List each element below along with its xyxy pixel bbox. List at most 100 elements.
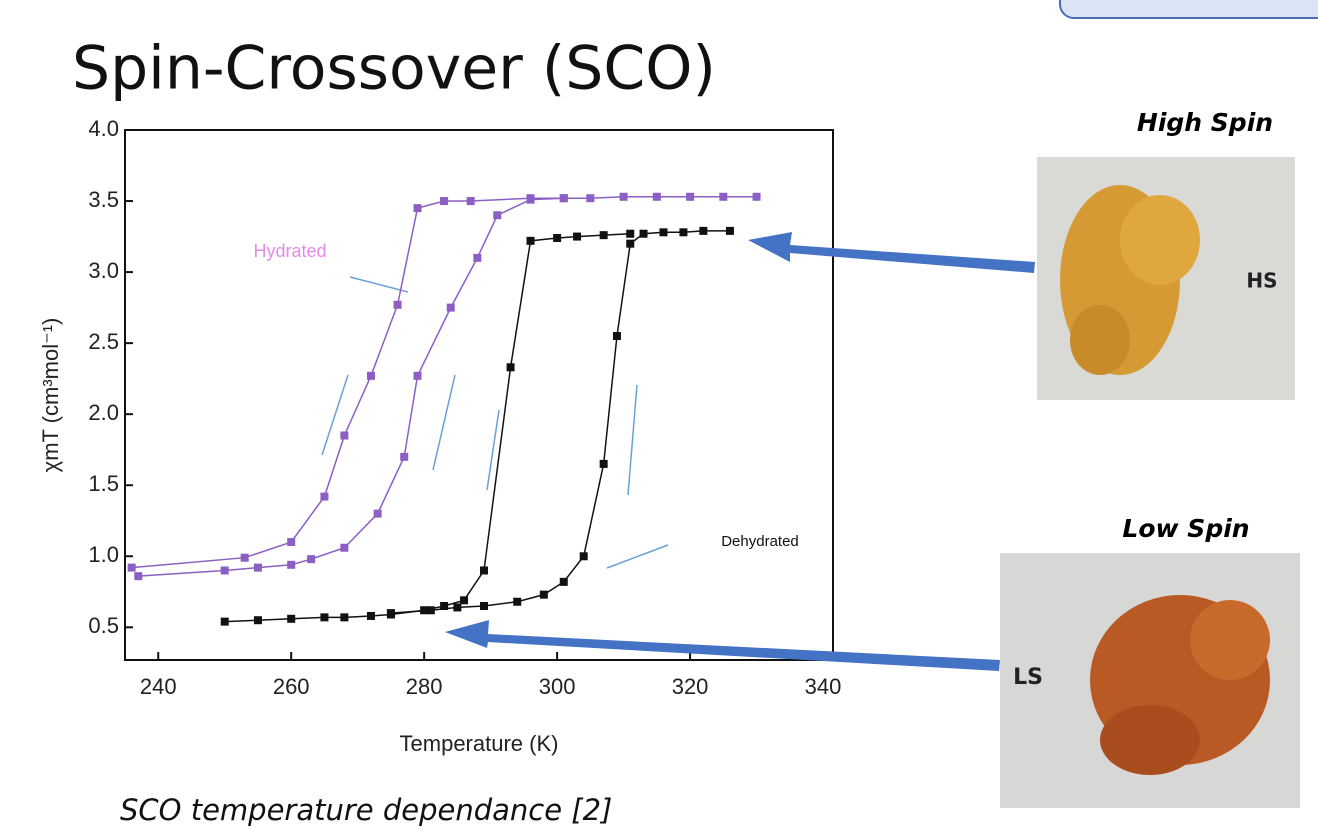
slide-title: Spin-Crossover (SCO) [72, 34, 716, 104]
data-point [539, 590, 548, 599]
hint-arrow [349, 276, 409, 293]
photo-label: HS [1246, 269, 1277, 293]
data-point [440, 602, 449, 611]
data-point [626, 229, 635, 238]
data-point [127, 563, 136, 572]
data-point [426, 606, 435, 615]
data-point [599, 459, 608, 468]
data-point [366, 611, 375, 620]
x-tick-label: 280 [406, 674, 443, 699]
y-tick-label: 2.0 [88, 400, 119, 425]
data-point [440, 197, 449, 206]
data-point [553, 233, 562, 242]
data-point [340, 431, 349, 440]
data-point [719, 192, 728, 201]
data-point [340, 613, 349, 622]
data-point [493, 211, 502, 220]
hint-arrow [321, 374, 349, 456]
data-point [220, 617, 229, 626]
x-tick-label: 320 [672, 674, 709, 699]
data-point [287, 538, 296, 547]
y-tick-label: 1.0 [88, 542, 119, 567]
data-point [400, 452, 409, 461]
data-point [699, 226, 708, 235]
data-point [686, 192, 695, 201]
data-point [586, 194, 595, 203]
data-point [373, 509, 382, 518]
data-point [526, 236, 535, 245]
y-tick-label: 1.5 [88, 471, 119, 496]
data-point [473, 253, 482, 262]
x-tick-label: 260 [273, 674, 310, 699]
data-point [626, 239, 635, 248]
arrow [748, 232, 1035, 273]
y-tick-label: 0.5 [88, 613, 119, 638]
hint-arrow [606, 544, 669, 569]
data-point [253, 563, 262, 572]
y-tick-label: 3.5 [88, 187, 119, 212]
data-point [559, 194, 568, 203]
data-point [413, 371, 422, 380]
photo-title: Low Spin [1122, 514, 1249, 543]
arrow [445, 620, 1000, 671]
data-point [320, 613, 329, 622]
data-point [307, 555, 316, 564]
data-point [612, 332, 621, 341]
hint-arrow [627, 384, 638, 496]
data-point [386, 609, 395, 618]
chart: 240 260 280 300 320 340 0.5 1.0 1.5 2.0 2.5 3.0 3.5 4… [38, 116, 842, 756]
data-point [253, 616, 262, 625]
data-point [639, 229, 648, 238]
y-tick-label: 2.5 [88, 329, 119, 354]
data-point [220, 566, 229, 575]
y-tick-label: 3.0 [88, 258, 119, 283]
data-point [752, 192, 761, 201]
data-point [366, 371, 375, 380]
data-point [559, 577, 568, 586]
hint-arrow [432, 374, 456, 471]
photo-label: LS [1013, 665, 1043, 690]
photo-title: High Spin [1137, 108, 1273, 137]
data-point [466, 197, 475, 206]
data-point [240, 553, 249, 562]
annotation: Dehydrated [721, 533, 799, 550]
data-point [453, 603, 462, 612]
arrows [445, 232, 1035, 671]
data-point [599, 231, 608, 240]
annotation: Hydrated [253, 241, 326, 261]
data-point [479, 566, 488, 575]
data-point [573, 232, 582, 241]
y-axis-label: χmT (cm³mol⁻¹) [38, 318, 63, 473]
series-line [131, 197, 564, 569]
x-tick-label: 240 [140, 674, 177, 699]
data-point [460, 596, 469, 605]
data-point [579, 552, 588, 561]
data-point [287, 560, 296, 569]
caption: SCO temperature dependance [2] [120, 793, 612, 827]
data-point [652, 192, 661, 201]
x-tick-label: 300 [539, 674, 576, 699]
data-point [393, 300, 402, 309]
corner-box [1059, 0, 1318, 19]
x-tick-label: 340 [805, 674, 842, 699]
hint-arrow [486, 409, 500, 491]
data-point [526, 195, 535, 204]
data-point [659, 228, 668, 237]
data-point [513, 597, 522, 606]
data-point [320, 492, 329, 501]
data-point [479, 602, 488, 611]
data-point [134, 572, 143, 581]
data-point [619, 192, 628, 201]
hs-photo [1037, 157, 1295, 400]
y-tick-label: 4.0 [88, 116, 119, 141]
series-line [390, 230, 730, 614]
x-axis-label: Temperature (K) [400, 731, 559, 756]
data-point [679, 228, 688, 237]
data-point [413, 204, 422, 213]
data-point [446, 303, 455, 312]
data-point [287, 614, 296, 623]
plot-frame [124, 129, 834, 661]
data-point [340, 543, 349, 552]
data-point [506, 363, 515, 372]
